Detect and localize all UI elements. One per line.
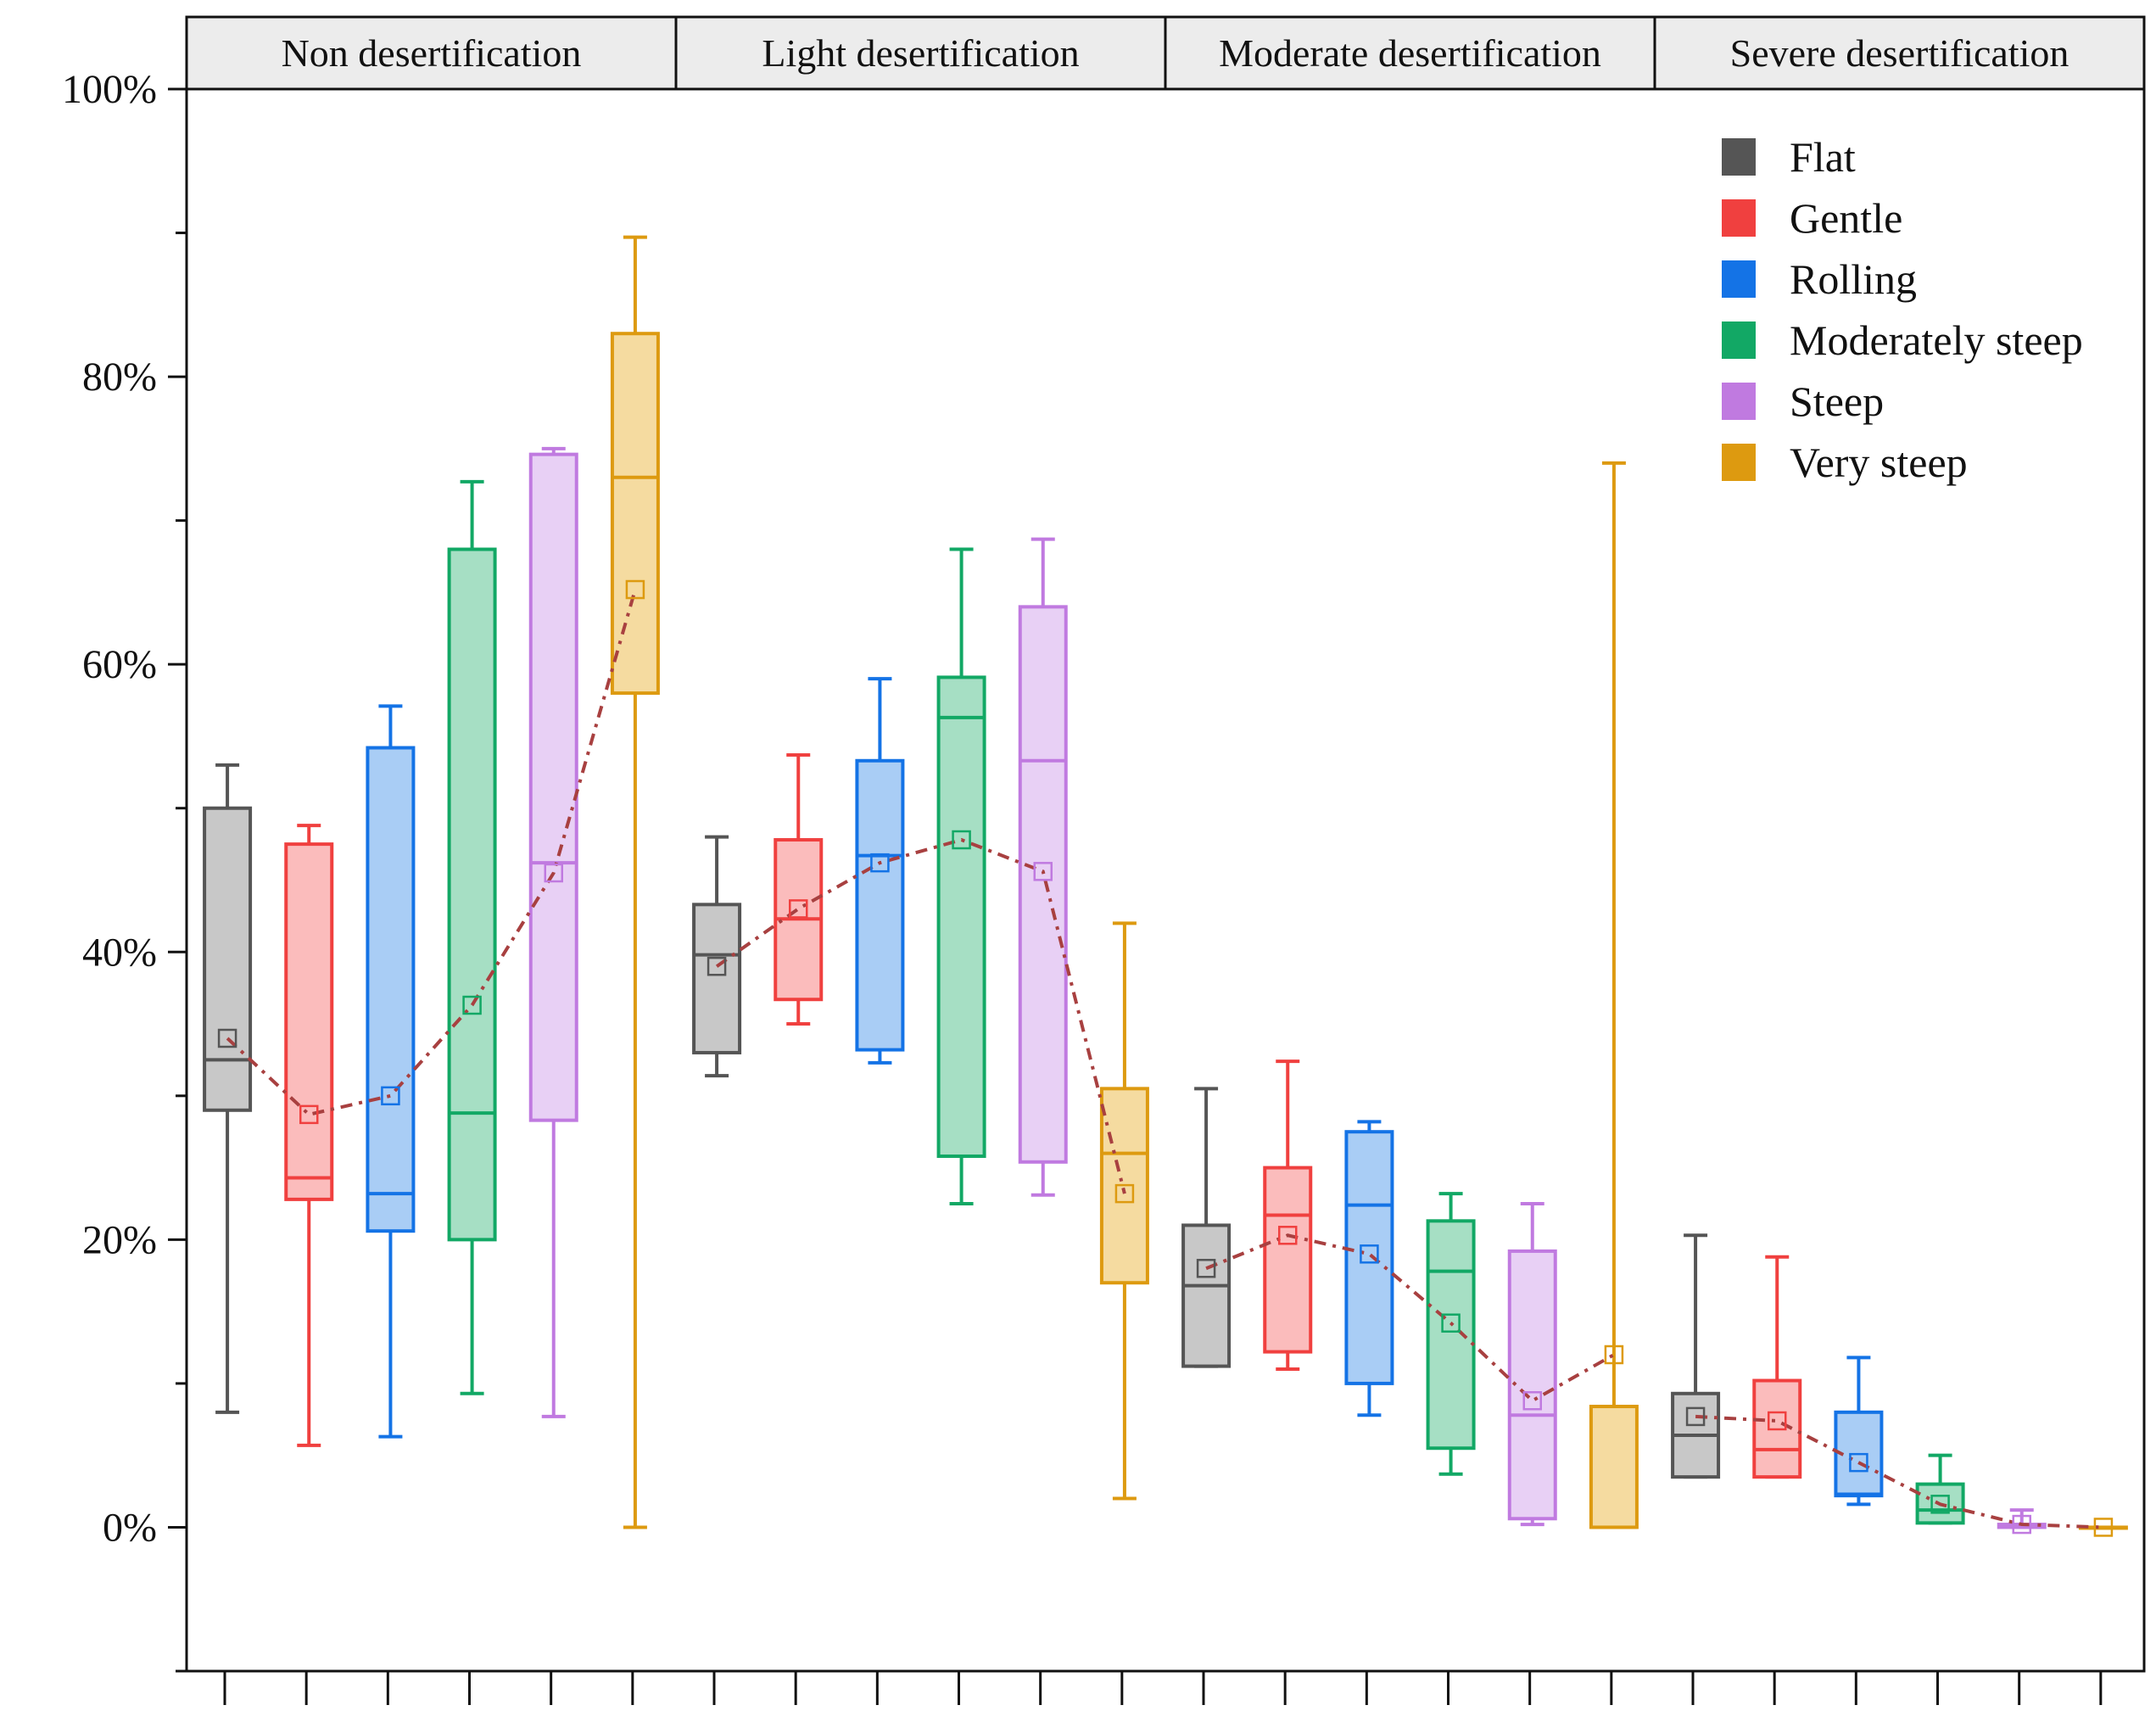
box-iqr bbox=[284, 842, 334, 1201]
y-tick-label: 20% bbox=[82, 1217, 157, 1262]
box-iqr bbox=[1507, 1249, 1557, 1521]
box-iqr bbox=[1181, 1223, 1232, 1368]
mean-marker bbox=[381, 1086, 400, 1106]
mean-marker bbox=[625, 579, 645, 600]
legend-swatch bbox=[1722, 444, 1756, 481]
mean-marker bbox=[952, 830, 971, 850]
group-header-label: Light desertification bbox=[762, 31, 1079, 75]
box-iqr bbox=[203, 806, 253, 1112]
mean-marker bbox=[217, 1028, 237, 1048]
box-iqr bbox=[692, 903, 742, 1054]
y-tick-label: 100% bbox=[62, 67, 157, 112]
mean-marker bbox=[1033, 862, 1053, 881]
y-tick-label: 80% bbox=[82, 355, 157, 400]
group-header-box bbox=[185, 15, 678, 91]
mean-line bbox=[1205, 1233, 1615, 1403]
y-tick-label: 40% bbox=[82, 930, 157, 975]
mean-marker bbox=[2093, 1518, 2114, 1537]
mean-marker bbox=[1522, 1391, 1542, 1411]
box-iqr bbox=[366, 746, 416, 1233]
legend-label: Very steep bbox=[1790, 439, 1968, 486]
mean-marker bbox=[1768, 1411, 1787, 1431]
box-iqr bbox=[610, 332, 660, 696]
mean-marker bbox=[1278, 1226, 1298, 1245]
legend-swatch bbox=[1722, 321, 1756, 359]
legend-swatch bbox=[1722, 260, 1756, 298]
y-tick-label: 0% bbox=[103, 1505, 157, 1550]
mean-marker bbox=[870, 853, 890, 873]
mean-marker bbox=[462, 995, 482, 1015]
legend-label: Steep bbox=[1790, 377, 1884, 425]
y-tick-label: 60% bbox=[82, 642, 157, 687]
box-iqr bbox=[1263, 1166, 1313, 1354]
mean-line bbox=[715, 837, 1126, 1194]
mean-line bbox=[1695, 1414, 2103, 1529]
mean-line bbox=[226, 589, 637, 1117]
mean-marker bbox=[1685, 1406, 1706, 1427]
mean-marker bbox=[1441, 1313, 1461, 1333]
mean-marker bbox=[544, 863, 563, 883]
box-iqr bbox=[1018, 605, 1068, 1164]
mean-marker bbox=[299, 1104, 319, 1125]
mean-marker bbox=[1849, 1452, 1868, 1473]
mean-marker bbox=[1114, 1183, 1135, 1204]
box-iqr bbox=[447, 547, 497, 1242]
legend-label: Gentle bbox=[1790, 194, 1902, 242]
mean-marker bbox=[1360, 1244, 1379, 1264]
group-header-label: Moderate desertification bbox=[1219, 31, 1601, 75]
mean-marker bbox=[789, 899, 808, 919]
box-iqr bbox=[528, 452, 578, 1122]
mean-marker bbox=[2012, 1514, 2031, 1535]
group-header-label: Severe desertification bbox=[1730, 31, 2069, 75]
mean-marker bbox=[1196, 1259, 1216, 1278]
legend-swatch bbox=[1722, 383, 1756, 420]
box-iqr bbox=[1344, 1130, 1394, 1385]
legend-label: Moderately steep bbox=[1790, 316, 2083, 364]
box-iqr bbox=[855, 758, 905, 1052]
mean-marker bbox=[1604, 1345, 1624, 1365]
box-iqr bbox=[1426, 1219, 1476, 1451]
mean-marker bbox=[707, 956, 727, 976]
box-iqr bbox=[1589, 1405, 1639, 1529]
group-header-box bbox=[1653, 15, 2146, 91]
group-header-label: Non desertification bbox=[282, 31, 582, 75]
legend-swatch bbox=[1722, 138, 1756, 176]
group-header-box bbox=[674, 15, 1167, 91]
mean-marker bbox=[1930, 1495, 1950, 1514]
legend-swatch bbox=[1722, 199, 1756, 237]
legend-label: Rolling bbox=[1790, 255, 1917, 303]
box-iqr bbox=[936, 675, 986, 1159]
legend-label: Flat bbox=[1790, 133, 1856, 181]
